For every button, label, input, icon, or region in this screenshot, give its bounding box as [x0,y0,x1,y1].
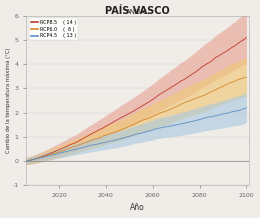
Legend: RCP8.5    ( 14 ), RCP6.0    (  6 ), RCP4.5    ( 13 ): RCP8.5 ( 14 ), RCP6.0 ( 6 ), RCP4.5 ( 13… [29,18,78,40]
X-axis label: Año: Año [130,203,145,213]
Text: ANUAL: ANUAL [126,9,149,15]
Title: PAÍS VASCO: PAÍS VASCO [105,5,170,15]
Y-axis label: Cambio de la temperatura máxima (°C): Cambio de la temperatura máxima (°C) [5,48,11,153]
